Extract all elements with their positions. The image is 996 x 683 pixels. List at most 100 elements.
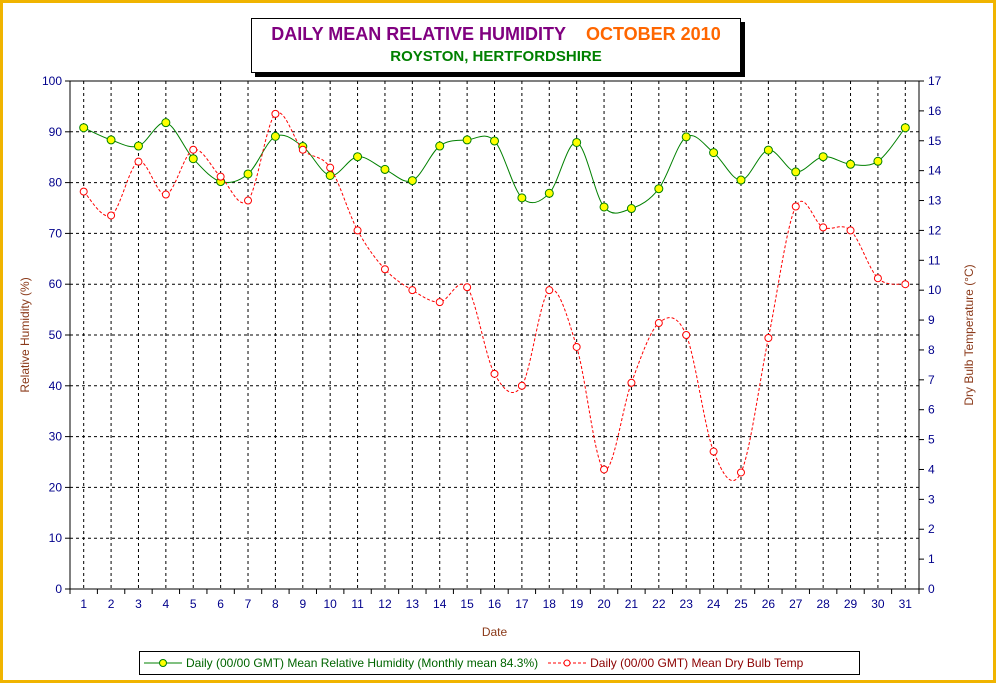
y2-tick-label: 13 — [928, 194, 942, 208]
humidity-point — [490, 136, 499, 146]
humidity-point — [380, 164, 390, 174]
x-tick-label: 29 — [844, 597, 858, 611]
x-tick-label: 21 — [625, 597, 639, 611]
temperature-point — [298, 145, 307, 154]
humidity-point — [599, 202, 609, 212]
x-tick-label: 27 — [789, 597, 803, 611]
temperature-point — [408, 286, 417, 295]
humidity-point — [818, 152, 828, 162]
temperature-point — [216, 172, 225, 181]
y2-tick-label: 4 — [928, 462, 935, 476]
humidity-point — [133, 141, 143, 151]
x-tick-label: 2 — [108, 597, 115, 611]
humidity-point — [544, 188, 554, 198]
x-tick-label: 10 — [323, 597, 337, 611]
legend-humidity-label: Daily (00/00 GMT) Mean Relative Humidity… — [186, 656, 539, 670]
y2-tick-label: 3 — [928, 492, 935, 506]
x-tick-label: 14 — [433, 597, 447, 611]
temperature-point — [517, 381, 526, 390]
y2-tick-label: 0 — [928, 582, 935, 596]
legend-humidity-line-icon — [144, 659, 182, 667]
title-box: DAILY MEAN RELATIVE HUMIDITY OCTOBER 2010… — [251, 18, 741, 73]
temperature-point — [682, 331, 691, 339]
humidity-point — [270, 131, 280, 141]
temperature-point — [654, 319, 663, 328]
temperature-point — [736, 468, 745, 477]
humidity-point — [243, 169, 253, 179]
temperature-point — [764, 333, 773, 342]
temperature-point — [353, 226, 362, 235]
y-axis-label: Relative Humidity (%) — [18, 277, 32, 392]
temperature-point — [545, 286, 554, 295]
x-tick-label: 22 — [652, 597, 666, 611]
temperature-point — [600, 465, 609, 474]
x-tick-label: 4 — [163, 597, 170, 611]
humidity-point — [681, 132, 691, 142]
y-tick-label: 100 — [42, 74, 62, 88]
y2-tick-label: 9 — [928, 313, 935, 327]
humidity-point — [106, 135, 116, 145]
x-tick-label: 13 — [406, 597, 420, 611]
temperature-point — [107, 211, 116, 220]
temperature-point — [709, 447, 718, 456]
x-tick-label: 17 — [515, 597, 529, 611]
x-tick-label: 8 — [272, 597, 279, 611]
temperature-point — [380, 265, 389, 274]
y2-tick-label: 6 — [928, 403, 935, 417]
x-tick-label: 15 — [460, 597, 474, 611]
humidity-point — [79, 123, 89, 133]
temperature-point — [463, 283, 472, 292]
y-tick-label: 60 — [49, 277, 63, 291]
temperature-point — [271, 109, 280, 118]
x-tick-label: 11 — [351, 597, 364, 611]
humidity-point — [462, 135, 472, 145]
humidity-point — [791, 167, 801, 177]
y-tick-label: 10 — [49, 531, 63, 545]
humidity-point — [709, 148, 719, 158]
legend-temperature-line-icon — [548, 659, 587, 667]
y-tick-label: 0 — [55, 582, 62, 596]
humidity-point — [736, 175, 746, 185]
y2-tick-label: 7 — [928, 373, 935, 387]
y2-tick-label: 11 — [928, 253, 941, 267]
humidity-point — [763, 145, 773, 155]
temperature-point — [79, 187, 88, 196]
y-tick-label: 40 — [49, 379, 63, 393]
x-tick-label: 24 — [707, 597, 721, 611]
y2-tick-label: 8 — [928, 343, 935, 357]
x-tick-label: 23 — [680, 597, 694, 611]
humidity-point — [517, 193, 527, 203]
temperature-point — [791, 202, 800, 211]
y2-tick-label: 15 — [928, 134, 942, 148]
y2-tick-label: 10 — [928, 283, 942, 297]
legend-temperature-label: Daily (00/00 GMT) Mean Dry Bulb Temp — [590, 656, 804, 670]
temperature-point — [134, 157, 143, 166]
humidity-point — [900, 123, 910, 133]
temperature-point — [161, 190, 170, 199]
humidity-point — [873, 156, 883, 166]
x-tick-label: 18 — [543, 597, 557, 611]
y-tick-label: 50 — [49, 328, 63, 342]
chart-legend: Daily (00/00 GMT) Mean Relative Humidity… — [139, 651, 860, 675]
humidity-point — [654, 184, 664, 194]
humidity-point — [572, 137, 582, 147]
y2-tick-label: 14 — [928, 164, 942, 178]
y-tick-label: 80 — [49, 176, 63, 190]
x-tick-label: 25 — [734, 597, 748, 611]
humidity-point — [161, 118, 171, 128]
temperature-point — [873, 274, 882, 283]
y-tick-label: 90 — [49, 125, 63, 139]
humidity-point — [846, 159, 856, 169]
x-tick-label: 12 — [378, 597, 392, 611]
x-tick-label: 28 — [816, 597, 830, 611]
temperature-point — [572, 342, 581, 351]
temperature-point — [901, 280, 910, 289]
humidity-point — [626, 204, 636, 214]
temperature-point — [819, 223, 828, 232]
legend-item-temperature: Daily (00/00 GMT) Mean Dry Bulb Temp — [544, 656, 803, 670]
y2-tick-label: 12 — [928, 223, 942, 237]
x-tick-label: 26 — [762, 597, 776, 611]
y-tick-label: 70 — [49, 226, 63, 240]
x-tick-label: 19 — [570, 597, 584, 611]
